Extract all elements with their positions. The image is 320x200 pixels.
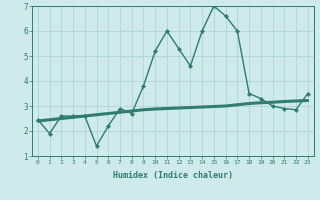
X-axis label: Humidex (Indice chaleur): Humidex (Indice chaleur) [113,171,233,180]
